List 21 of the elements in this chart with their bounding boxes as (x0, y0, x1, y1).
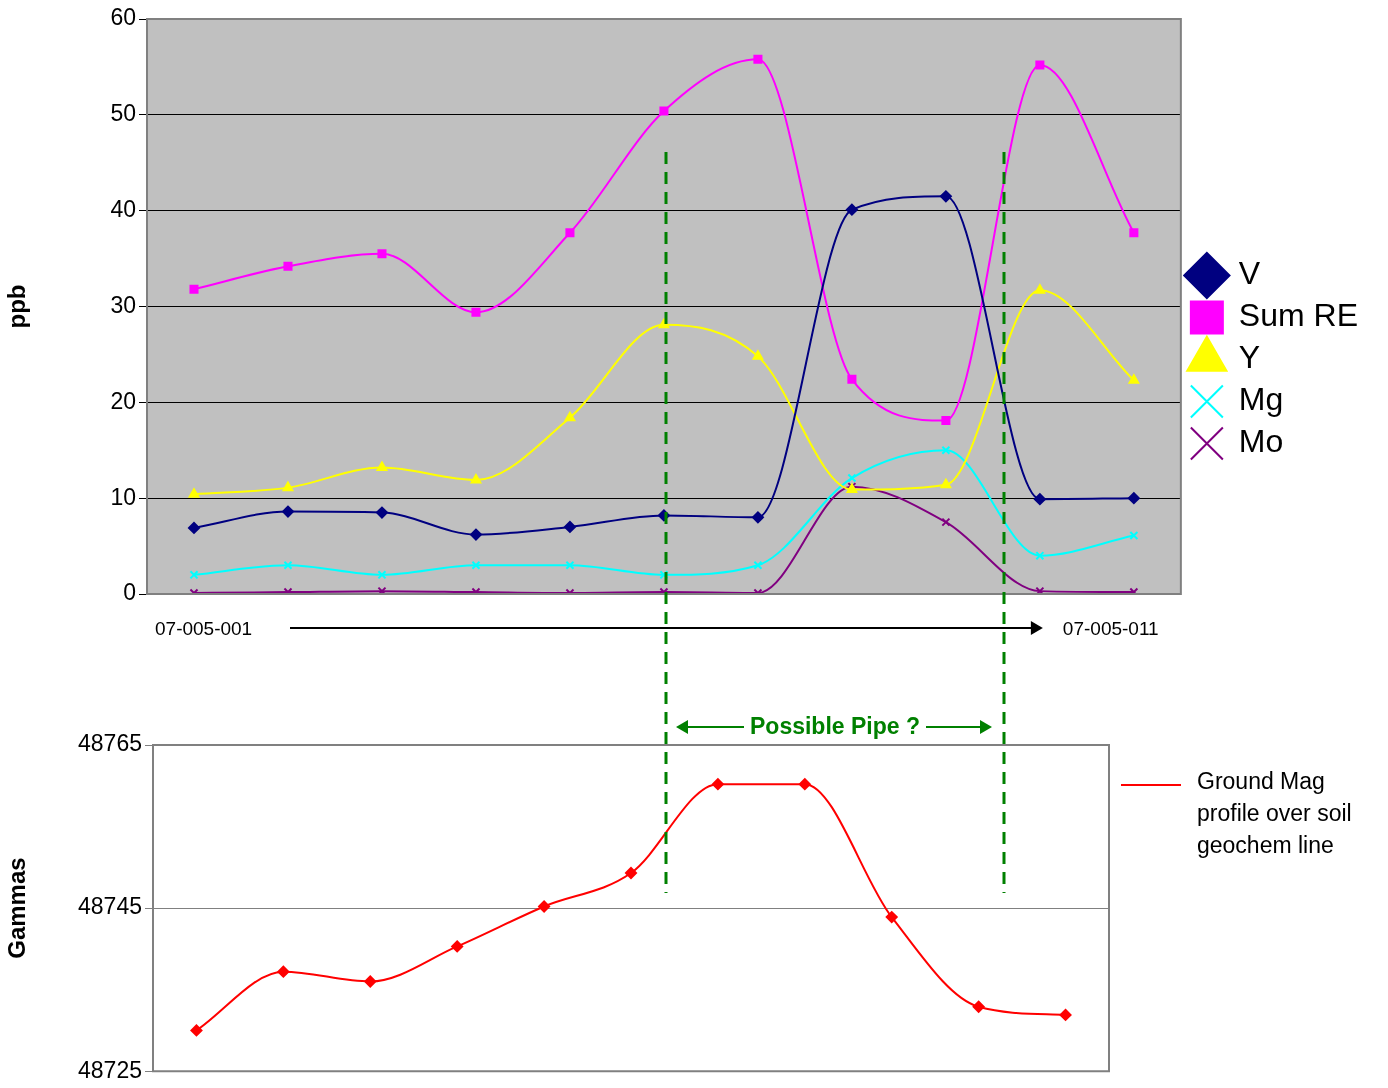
legend-label: Mo (1238, 423, 1284, 460)
y-tick-label: 30 (110, 291, 136, 318)
y-axis-title: Gammas (3, 857, 31, 959)
y-tick-label: 40 (110, 196, 136, 223)
legend-label: Sum RE (1238, 297, 1358, 334)
y-tick-label: 50 (110, 100, 136, 127)
legend-label: V (1238, 255, 1261, 292)
y-tick-label: 48745 (78, 893, 142, 920)
text: 07-005-011 (1062, 618, 1159, 640)
y-tick-label: 20 (110, 387, 136, 414)
y-tick-label: 60 (110, 4, 136, 31)
text: 07-005-001 (155, 618, 253, 640)
legend-label: Mg (1238, 381, 1284, 418)
y-tick-label: 0 (123, 579, 136, 606)
y-tick-label: 48725 (78, 1056, 142, 1083)
y-tick-label: 48765 (78, 730, 142, 757)
y-axis-title: ppb (3, 284, 31, 329)
legend-label: Ground Mag profile over soil geochem line (1197, 767, 1353, 860)
legend-label: Y (1238, 339, 1261, 376)
y-tick-label: 10 (110, 483, 136, 510)
text: Possible Pipe ? (750, 713, 920, 740)
